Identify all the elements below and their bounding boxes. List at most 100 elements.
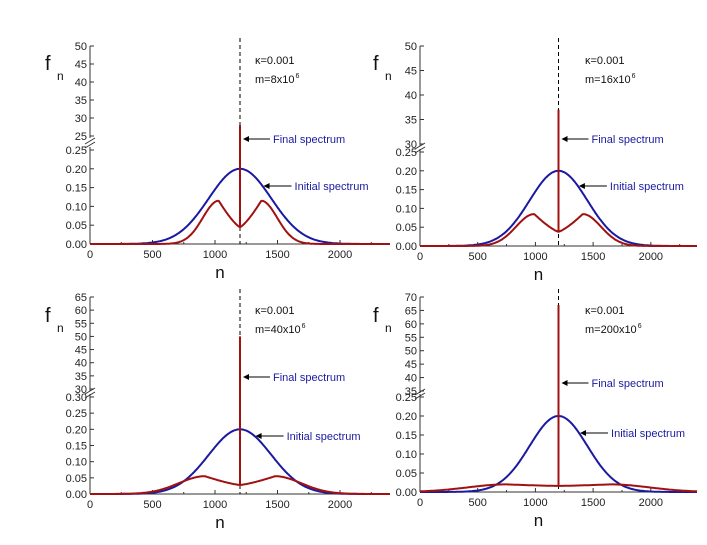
y-tick-label-upper: 30 [75,113,87,125]
y-tick-label-lower: 0.25 [396,392,417,404]
x-tick-label: 1000 [523,251,547,263]
x-tick-label: 1000 [523,497,547,509]
x-tick-label: 2000 [639,497,663,509]
param-m-exponent: 6 [632,73,636,80]
y-tick-label-upper: 35 [405,386,417,398]
x-tick-label: 1500 [581,251,605,263]
y-tick-label-lower: 0.10 [396,449,417,461]
x-axis-title: n [215,513,224,532]
param-m: m=40x10 [255,324,301,336]
y-tick-label-upper: 30 [75,384,87,396]
param-m: m=16x10 [585,74,631,86]
y-tick-label-upper: 40 [75,358,87,370]
y-tick-label-lower: 0.00 [66,239,87,251]
final-arrow-head [561,136,568,142]
y-tick-label-upper: 50 [405,41,417,53]
initial-spectrum-annotation: Initial spectrum [287,431,361,443]
y-tick-label-lower: 0.05 [396,222,417,234]
axis-break-mark [84,141,96,149]
y-tick-label-lower: 0.10 [66,457,87,469]
param-kappa: κ=0.001 [255,55,294,67]
final-spectrum-line [90,199,390,245]
panel-4: 0 500 1000 1500 2000 0.00 0.05 0.10 0.15 0.20 0.25… [373,289,698,530]
y-tick-label-upper: 50 [75,331,87,343]
y-axis-title-subscript: n [57,69,64,83]
y-tick-label-upper: 45 [405,66,417,78]
final-arrow-head [561,380,568,386]
param-kappa: κ=0.001 [585,305,624,317]
y-tick-label-lower: 0.00 [396,241,417,253]
y-tick-label-lower: 0.15 [396,185,417,197]
y-tick-label-upper: 30 [405,139,417,151]
y-tick-label-lower: 0.30 [66,392,87,404]
x-tick-label: 1500 [265,249,289,261]
y-tick-label-lower: 0.15 [66,441,87,453]
param-m-exponent: 6 [638,323,642,330]
y-axis-title-subscript: n [57,321,64,335]
initial-spectrum-annotation: Initial spectrum [611,428,685,440]
axis-break-mark [84,391,96,399]
y-tick-label-lower: 0.20 [396,166,417,178]
y-tick-label-upper: 60 [405,319,417,331]
initial-spectrum-annotation: Initial spectrum [295,181,369,193]
param-m-exponent: 6 [295,73,299,80]
y-tick-label-lower: 0.15 [396,430,417,442]
x-axis-title: n [534,511,543,530]
panel-3: 0 500 1000 1500 2000 0.00 0.05 0.10 0.15 0.20 0.25… [45,289,390,532]
y-tick-label-lower: 0.25 [396,147,417,159]
axis-break-mark [414,392,426,400]
initial-arrow-head [578,183,585,189]
panel-2: 0 500 1000 1500 2000 0.00 0.05 0.10 0.15 0.20 0.25… [373,38,697,284]
y-tick-label-upper: 60 [75,305,87,317]
x-tick-label: 500 [143,249,161,261]
y-tick-label-upper: 35 [75,95,87,107]
y-tick-label-lower: 0.25 [66,408,87,420]
x-tick-label: 1000 [203,499,227,511]
final-arrow-head [243,374,249,380]
y-axis-title-subscript: n [385,69,392,83]
param-m: m=8x10 [255,74,294,86]
param-kappa: κ=0.001 [585,55,624,67]
param-kappa: κ=0.001 [255,305,294,317]
y-tick-label-upper: 55 [75,318,87,330]
axis-break-mark [84,137,96,145]
x-tick-label: 0 [87,499,93,511]
axis-break-mark [414,146,426,154]
x-tick-label: 2000 [328,499,352,511]
y-axis-title-subscript: n [385,321,392,335]
initial-arrow-head [580,430,587,436]
y-tick-label-lower: 0.05 [66,473,87,485]
y-tick-label-upper: 40 [405,373,417,385]
initial-arrow-head [255,433,262,439]
y-axis-title: f [45,305,51,327]
y-tick-label-upper: 45 [75,345,87,357]
axis-break-mark [414,388,426,396]
y-tick-label-upper: 45 [75,59,87,71]
y-tick-label-upper: 70 [405,292,417,304]
y-axis-title: f [373,305,379,327]
x-tick-label: 2000 [328,249,352,261]
initial-arrow-head [263,183,270,189]
param-m: m=200x10 [585,324,637,336]
y-tick-label-lower: 0.20 [66,424,87,436]
x-tick-label: 0 [417,497,423,509]
final-spectrum-annotation: Final spectrum [592,134,664,146]
y-tick-label-lower: 0.10 [396,203,417,215]
final-spectrum-annotation: Final spectrum [273,134,345,146]
y-tick-label-lower: 0.25 [66,145,87,157]
x-tick-label: 1500 [581,497,605,509]
y-tick-label-lower: 0.00 [396,487,417,499]
y-tick-label-upper: 55 [405,332,417,344]
y-tick-label-upper: 50 [405,346,417,358]
final-spectrum-annotation: Final spectrum [273,372,345,384]
x-axis-title: n [534,265,543,284]
y-tick-label-upper: 65 [405,305,417,317]
y-tick-label-lower: 0.20 [396,411,417,423]
y-tick-label-lower: 0.00 [66,489,87,501]
y-tick-label-upper: 25 [75,131,87,143]
x-tick-label: 500 [143,499,161,511]
x-axis-title: n [215,263,224,282]
y-tick-label-lower: 0.15 [66,183,87,195]
initial-spectrum-annotation: Initial spectrum [610,181,684,193]
x-tick-label: 500 [469,497,487,509]
